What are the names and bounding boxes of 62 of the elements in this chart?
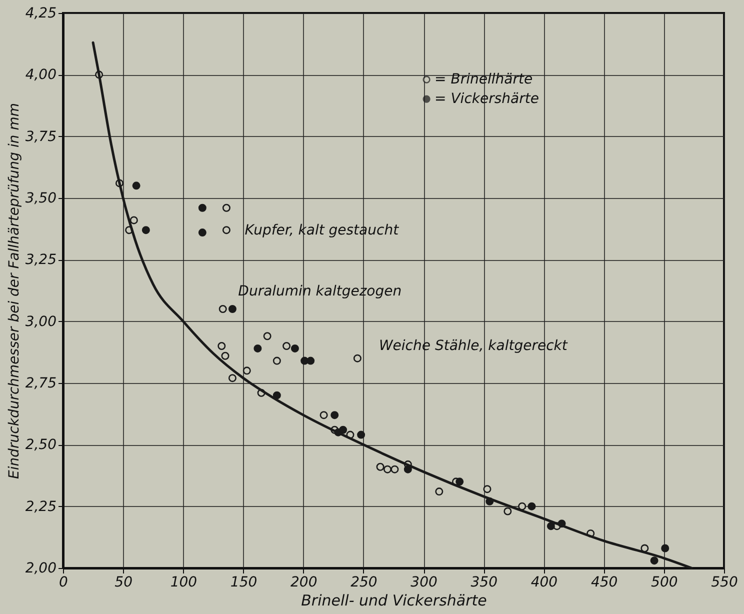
x-axis-title: Brinell- und Vickershärte (301, 592, 487, 610)
x-tick-label: 200 (290, 574, 318, 590)
point (483, 485, 492, 494)
point (650, 556, 658, 565)
point (242, 366, 251, 375)
point (518, 502, 526, 510)
point (330, 411, 339, 420)
point (546, 522, 555, 530)
y-tick-label: 2,00 (25, 560, 57, 576)
y-tick-label: 3,75 (25, 128, 57, 145)
point (272, 356, 281, 365)
x-tick-label: 400 (530, 574, 558, 590)
y-tick-label: 2,75 (25, 376, 57, 392)
x-tick-label: 0 (59, 574, 68, 590)
point (353, 354, 362, 362)
y-tick-label: 3,00 (25, 314, 57, 330)
point (222, 204, 230, 212)
x-tick-label: 100 (170, 574, 198, 590)
point (132, 182, 140, 190)
point (272, 391, 281, 400)
x-tick-label: 300 (410, 574, 438, 590)
point (130, 216, 138, 224)
point (320, 411, 328, 420)
y-tick-label: 3,25 (25, 252, 57, 268)
point (218, 305, 227, 313)
point (404, 465, 412, 474)
x-tick-label: 150 (230, 574, 258, 590)
point (383, 465, 392, 474)
point (339, 426, 348, 434)
point (357, 430, 366, 439)
y-tick-label: 2,25 (25, 498, 57, 515)
point (282, 342, 291, 350)
x-tick-label: 250 (350, 574, 378, 590)
x-tick-label: 50 (114, 574, 133, 590)
point (504, 507, 512, 516)
point (528, 502, 536, 510)
point (228, 374, 236, 382)
point (228, 305, 236, 313)
x-tick-label: 450 (590, 574, 618, 590)
point (390, 465, 399, 474)
x-tick-label: 500 (651, 574, 678, 590)
point (198, 204, 206, 212)
point (263, 332, 272, 340)
point (456, 478, 464, 486)
point (221, 352, 230, 360)
point (218, 342, 226, 350)
point (254, 344, 262, 352)
point (435, 488, 444, 496)
y-tick-label: 4,25 (25, 6, 57, 22)
y-tick-label: 2,50 (25, 437, 57, 454)
y-tick-label: 4,00 (25, 67, 57, 84)
x-tick-label: 550 (711, 574, 738, 590)
x-tick-label: 350 (470, 574, 498, 590)
point (222, 226, 230, 234)
point (198, 228, 206, 237)
point (306, 356, 315, 365)
point (376, 462, 384, 471)
point (661, 544, 670, 552)
y-axis-title: Eindruckdurchmesser bei der Fallhärteprüfung in mm (6, 103, 22, 479)
point (142, 226, 150, 234)
y-tick-label: 3,50 (25, 190, 57, 206)
point (290, 344, 299, 352)
